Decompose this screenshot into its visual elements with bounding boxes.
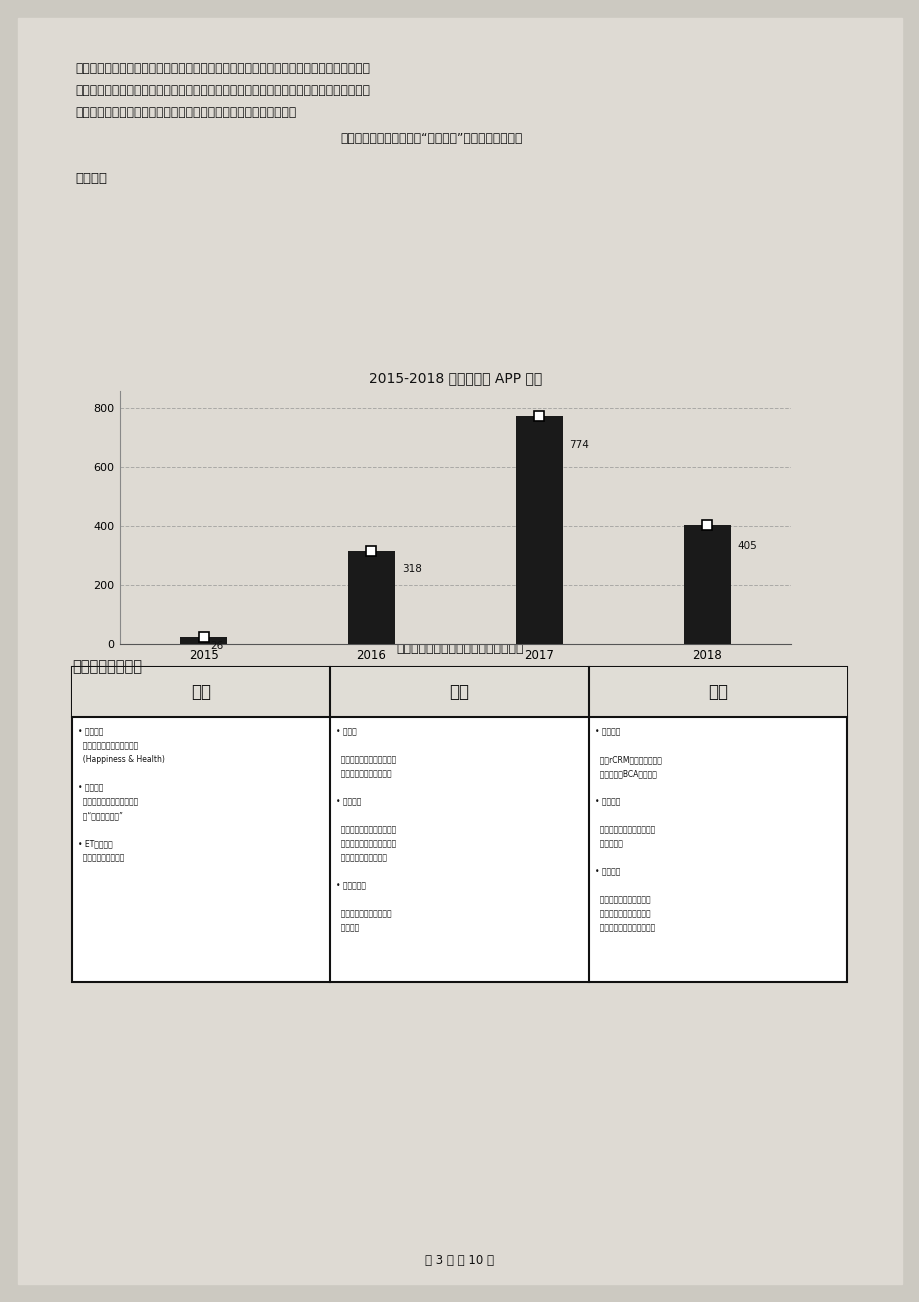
Text: 第 3 页 共 10 页: 第 3 页 共 10 页 [425,1254,494,1267]
Text: 跟据用科技: 跟据用科技 [594,838,622,848]
Text: 405: 405 [737,542,756,551]
Text: 材料二：: 材料二： [75,172,107,185]
Bar [516,417,562,644]
Text: 解读：：合切实医疗智能: 解读：：合切实医疗智能 [594,894,650,904]
Text: （摘编自《人民日报期待“网约护士”带来健康红利》）: （摘编自《人民日报期待“网约护士”带来健康红利》） [340,132,522,145]
Text: 人身安全如何保障？最后，有经验的护士都在医疗机构内执业，护士总体人数短缺，工作也: 人身安全如何保障？最后，有经验的护士都在医疗机构内执业，护士总体人数短缺，工作也 [75,62,369,76]
Text: 居“先诊疗后付费”: 居“先诊疗后付费” [78,811,123,820]
Text: • 微信公众号: • 微信公众号 [336,881,366,891]
Bar [347,551,394,644]
Text: 有赖于在未来的试点工作中进行探索，将成功的试点经验及时推广。: 有赖于在未来的试点工作中进行探索，将成功的试点经验及时推广。 [75,105,296,118]
Text: • 来客健康: • 来客健康 [78,783,103,792]
Text: 核心能力：搭建智慧医疗大: 核心能力：搭建智慧医疗大 [336,755,396,764]
Text: • 智慧序列: • 智慧序列 [594,797,619,806]
Text: 百、互联、划分的健康医疗: 百、互联、划分的健康医疗 [336,838,396,848]
Text: • 阐里健康: • 阐里健康 [78,727,103,736]
Text: 旗舰品牌：余杭区妇幼医院: 旗舰品牌：余杭区妇幼医院 [78,741,138,750]
Text: 支付宝已提供健康开通上架: 支付宝已提供健康开通上架 [78,797,138,806]
Text: 解析平升，BCA健康医疗: 解析平升，BCA健康医疗 [594,769,656,779]
Bar [72,667,846,717]
Bar [180,637,227,644]
Text: 合适身份以及存每服务，: 合适身份以及存每服务， [336,909,391,918]
Text: 全面范围：腾讯现已投资近: 全面范围：腾讯现已投资近 [336,825,396,835]
Text: 26: 26 [210,642,223,651]
Bar [72,667,846,982]
Text: 774: 774 [569,440,589,449]
Text: • 医疗医生: • 医疗医生 [594,867,619,876]
Text: 合作核症医疗广切创，建立: 合作核症医疗广切创，建立 [594,825,654,835]
Text: 数据与智慧医疗管理等介: 数据与智慧医疗管理等介 [336,769,391,779]
Text: 大型科技公司在互联网医疗领域的布局: 大型科技公司在互联网医疗领域的布局 [396,642,523,655]
Text: 百度: 百度 [707,684,727,700]
Text: 318: 318 [402,564,421,574]
Text: 例似乃行: 例似乃行 [336,923,359,932]
Text: • 腾讯云: • 腾讯云 [336,727,357,736]
Text: 范围医院与平和健康类: 范围医院与平和健康类 [336,853,387,862]
Text: 阿里: 阿里 [191,684,211,700]
Text: 比较繁重，如何让有经验的护士从原有繁重工作中抽身，并愿意上门提供服务？这些问题，: 比较繁重，如何让有经验的护士从原有繁重工作中抽身，并愿意上门提供服务？这些问题， [75,85,369,98]
Text: 推出rCRM系统；急救云端: 推出rCRM系统；急救云端 [594,755,661,764]
Title: 2015-2018 年移动医疗 APP 数量: 2015-2018 年移动医疗 APP 数量 [369,371,541,385]
Text: 连续新冠全的平台版: 连续新冠全的平台版 [78,853,124,862]
Text: 站，全心口则合医疗网络: 站，全心口则合医疗网络 [594,909,650,918]
Text: • ET医疗大脑: • ET医疗大脑 [78,838,113,848]
Text: 方框穿不到问做题: 方框穿不到问做题 [72,659,142,674]
Text: • 微信投资: • 微信投资 [336,797,361,806]
Text: (Happiness & Health): (Happiness & Health) [78,755,165,764]
Text: 腾讯: 腾讯 [449,684,469,700]
Text: 进行医疗的支持和健康提醒: 进行医疗的支持和健康提醒 [594,923,654,932]
Bar [683,525,730,644]
Text: • 医疗搜索: • 医疗搜索 [594,727,619,736]
